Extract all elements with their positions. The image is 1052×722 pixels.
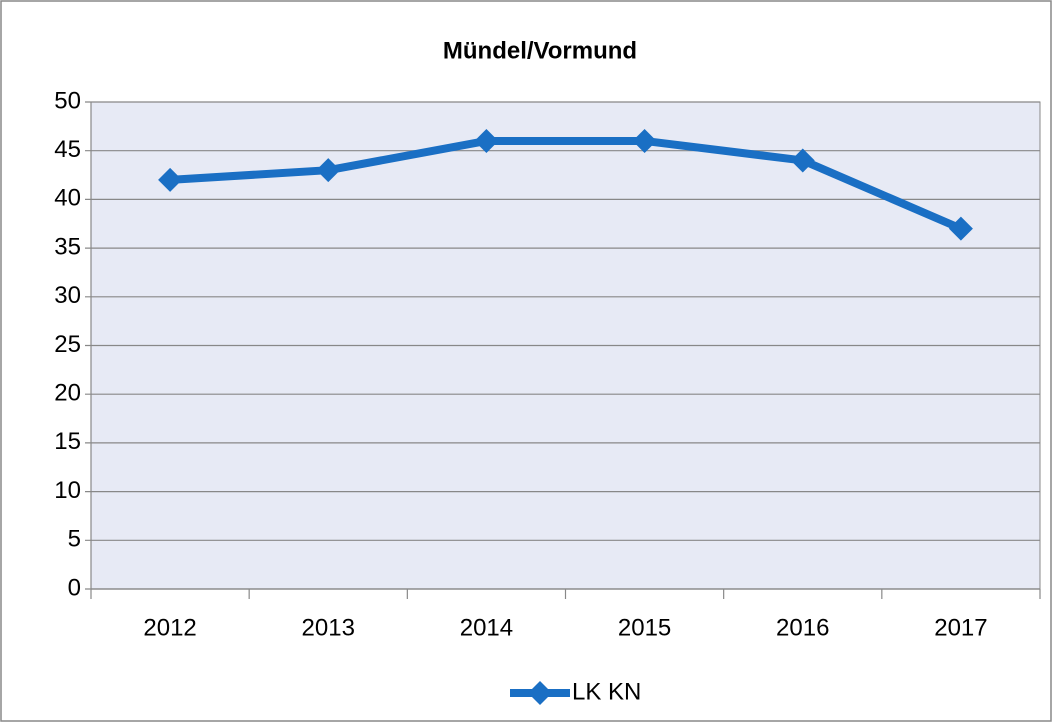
line: [169, 136, 963, 233]
chart-title: Mündel/Vormund: [443, 37, 637, 64]
y-tick-label: 30: [54, 282, 81, 309]
x-tick-label: 2014: [460, 614, 513, 641]
y-tick-label: 10: [54, 477, 81, 504]
y-tick-label: 15: [54, 428, 81, 455]
marker: [316, 158, 341, 183]
y-tick-label: 40: [54, 185, 81, 212]
y-tick-label: 0: [68, 574, 81, 601]
x-tick-label: 2017: [934, 614, 987, 641]
marker: [632, 128, 657, 153]
legend-label: LK KN: [572, 678, 641, 705]
marker: [948, 216, 973, 241]
x-tick-label: 2012: [143, 614, 196, 641]
marker: [474, 128, 499, 153]
x-tick-label: 2013: [302, 614, 355, 641]
y-tick-label: 25: [54, 331, 81, 358]
y-tick-label: 45: [54, 136, 81, 163]
marker: [790, 148, 815, 173]
y-tick-label: 5: [68, 526, 81, 553]
marker: [158, 167, 183, 192]
y-tick-label: 50: [54, 87, 81, 114]
y-tick-label: 35: [54, 233, 81, 260]
y-tick-label: 20: [54, 380, 81, 407]
x-tick-label: 2015: [618, 614, 671, 641]
x-tick-label: 2016: [776, 614, 829, 641]
legend-marker: [528, 681, 552, 705]
